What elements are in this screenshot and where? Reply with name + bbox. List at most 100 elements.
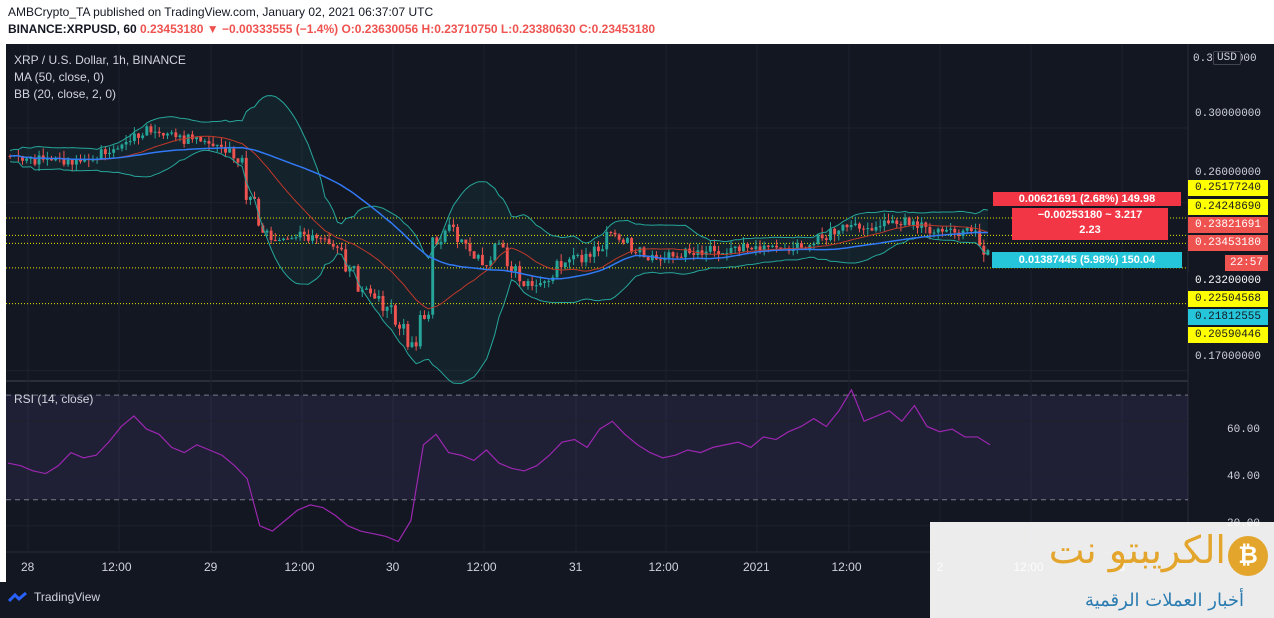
candle-body <box>327 238 331 244</box>
candle-body <box>675 256 679 258</box>
candle-body <box>800 243 803 248</box>
candle-body <box>215 144 219 146</box>
ohlc-line: BINANCE:XRPUSD, 60 0.23453180 ▼ −0.00333… <box>8 22 655 36</box>
candle-body <box>211 143 215 146</box>
ma-legend: MA (50, close, 0) <box>14 70 105 84</box>
candle-body <box>588 253 592 257</box>
candle-body <box>721 253 725 255</box>
candle-body <box>874 226 878 231</box>
price-axis-label: 0.23821691 <box>1188 217 1268 233</box>
candle-body <box>949 228 953 230</box>
candle-body <box>584 253 588 263</box>
candle-body <box>671 252 675 257</box>
candle-body <box>369 288 373 294</box>
candle-body <box>609 231 613 233</box>
watermark: ₿ الكريبتو نت أخبار العملات الرقمية <box>930 522 1274 618</box>
chart-area[interactable] <box>6 44 1274 582</box>
bb-fill <box>10 95 988 384</box>
candle-body <box>650 254 654 261</box>
candle-body <box>120 144 124 149</box>
candle-body <box>456 226 460 242</box>
candle-body <box>410 342 414 347</box>
symbol-legend: XRP / U.S. Dollar, 1h, BINANCE <box>14 53 186 67</box>
time-axis-label: 12:00 <box>831 560 862 574</box>
bitcoin-icon: ₿ <box>1228 536 1268 576</box>
candle-body <box>762 245 766 251</box>
candle-body <box>248 196 252 200</box>
rsi-line <box>7 388 991 543</box>
candle-body <box>315 235 319 239</box>
candle-body <box>750 247 754 250</box>
candle-body <box>344 249 348 272</box>
candle-body <box>526 281 530 286</box>
tradingview-icon <box>8 591 27 603</box>
candle-body <box>936 228 940 233</box>
candle-body <box>717 251 721 255</box>
candle-body <box>439 241 443 245</box>
candle-body <box>480 254 484 266</box>
candle-body <box>845 224 849 228</box>
tradingview-logo[interactable]: TradingView <box>8 590 100 604</box>
candle-body <box>820 234 824 239</box>
candle-body <box>265 230 269 233</box>
candle-body <box>116 148 120 150</box>
candle-body <box>294 237 298 239</box>
candle-body <box>108 152 111 155</box>
candle-body <box>373 293 377 299</box>
candle-body <box>203 141 207 143</box>
candle-body <box>261 225 265 233</box>
time-axis-label: 29 <box>204 560 218 574</box>
chart-svg[interactable] <box>0 0 1274 582</box>
candle-body <box>186 134 190 144</box>
price-axis-label: 0.23200000 <box>1188 273 1268 289</box>
candle-body <box>451 224 455 227</box>
candle-body <box>613 232 617 235</box>
candle-body <box>8 156 12 157</box>
candle-body <box>766 245 770 247</box>
candle-body <box>331 243 335 247</box>
measure-blue[interactable]: 0.01387445 (5.98%) 150.04 <box>992 252 1182 268</box>
currency-badge[interactable]: USD <box>1213 51 1241 65</box>
candle-body <box>236 158 240 163</box>
candle-body <box>422 315 426 319</box>
time-axis-label: 30 <box>386 560 400 574</box>
candle-body <box>563 262 567 268</box>
price-axis-label: 0.21812555 <box>1188 309 1268 325</box>
candle-body <box>725 253 729 255</box>
price-axis-label: 0.25177240 <box>1188 180 1268 196</box>
candle-body <box>974 230 977 232</box>
candle-body <box>509 266 513 272</box>
candle-body <box>199 136 203 142</box>
candle-body <box>625 238 629 243</box>
price-axis-label: 0.24248690 <box>1188 199 1268 215</box>
candle-body <box>816 234 820 244</box>
candle-body <box>166 133 169 136</box>
candle-body <box>837 230 841 235</box>
candle-body <box>174 132 178 138</box>
candle-body <box>911 221 915 225</box>
bb-legend: BB (20, close, 2, 0) <box>14 87 117 101</box>
price-tick-partial: 0.3 000 <box>1193 53 1257 65</box>
candle-body <box>501 243 505 248</box>
ma-line <box>10 146 988 280</box>
candle-body <box>476 254 480 259</box>
candle-body <box>617 234 621 240</box>
measure-red-head[interactable]: 0.00621691 (2.68%) 149.98 <box>993 192 1181 206</box>
measure-red-body[interactable]: −0.00253180 ~ 3.217 2.23 <box>1012 208 1168 240</box>
time-axis-label: 12:00 <box>648 560 679 574</box>
time-axis-label: 12:00 <box>284 560 315 574</box>
candle-body <box>754 246 758 250</box>
candle-body <box>870 228 874 231</box>
candle-body <box>83 159 87 162</box>
bb-basis-line <box>10 135 989 310</box>
candle-body <box>572 255 576 260</box>
candle-body <box>538 282 542 286</box>
candle-body <box>157 131 161 134</box>
candle-body <box>364 288 368 290</box>
candle-body <box>66 159 70 165</box>
candle-body <box>381 296 385 311</box>
candle-body <box>21 156 24 161</box>
candle-body <box>141 135 145 138</box>
candle-body <box>891 220 895 224</box>
candle-body <box>323 238 327 240</box>
